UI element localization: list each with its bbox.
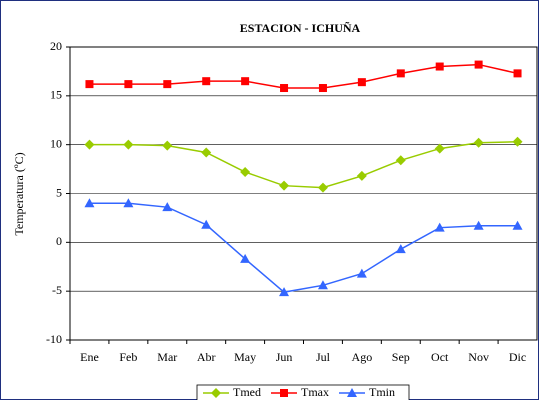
data-point [513,69,522,78]
y-axis-label: Temperatura (ºC) [12,152,26,235]
legend-label: Tmed [233,385,261,399]
data-point [317,182,328,193]
x-tick-label: Dic [509,350,526,364]
y-tick-label: 20 [50,39,62,53]
y-tick-label: 15 [50,88,62,102]
data-point [473,137,484,148]
legend-label: Tmax [301,385,329,399]
data-point [241,77,250,86]
x-tick-label: Abr [197,350,216,364]
data-point [279,180,290,191]
x-tick-label: Oct [431,350,449,364]
data-point [85,80,94,89]
data-point [202,77,211,86]
x-tick-label: Mar [157,350,177,364]
data-point [473,220,484,230]
data-point [201,219,212,229]
series-line [89,63,518,89]
data-point [512,136,523,147]
data-point [279,287,290,297]
chart-title: ESTACION - ICHUÑA [240,21,361,35]
legend-label: Tmin [369,385,395,399]
x-tick-label: Jun [276,350,293,364]
x-tick-label: Ago [352,350,373,364]
data-point [201,147,212,158]
data-point [123,198,134,208]
y-tick-label: 10 [50,136,62,150]
data-point [124,80,133,89]
data-point [317,280,328,290]
data-point [163,80,172,89]
y-tick-label: -5 [52,283,62,297]
data-point [84,198,95,208]
legend-marker [211,388,221,398]
series-line [89,140,518,189]
data-point [240,167,251,178]
data-point [356,170,367,181]
data-point [396,69,405,78]
data-point [84,139,95,150]
x-tick-label: Feb [119,350,137,364]
legend-marker [280,389,288,397]
x-tick-label: Ene [80,350,99,364]
data-point [395,244,406,254]
data-point [395,155,406,166]
data-point [357,78,366,87]
x-tick-label: May [234,350,256,364]
data-point [240,253,251,263]
legend-marker [347,388,357,397]
data-point [162,202,173,212]
data-point [318,84,327,93]
x-tick-label: Jul [316,350,331,364]
y-tick-label: 5 [56,185,62,199]
data-point [162,140,173,151]
x-tick-label: Sep [392,350,410,364]
data-point [474,60,483,69]
data-point [512,220,523,230]
y-tick-label: 0 [56,234,62,248]
x-tick-label: Nov [468,350,489,364]
data-point [356,268,367,278]
data-point [123,139,134,150]
data-point [435,62,444,71]
series-line [89,202,518,293]
data-point [434,143,445,154]
data-point [434,222,445,232]
y-tick-label: -10 [46,332,62,346]
data-point [280,84,289,93]
